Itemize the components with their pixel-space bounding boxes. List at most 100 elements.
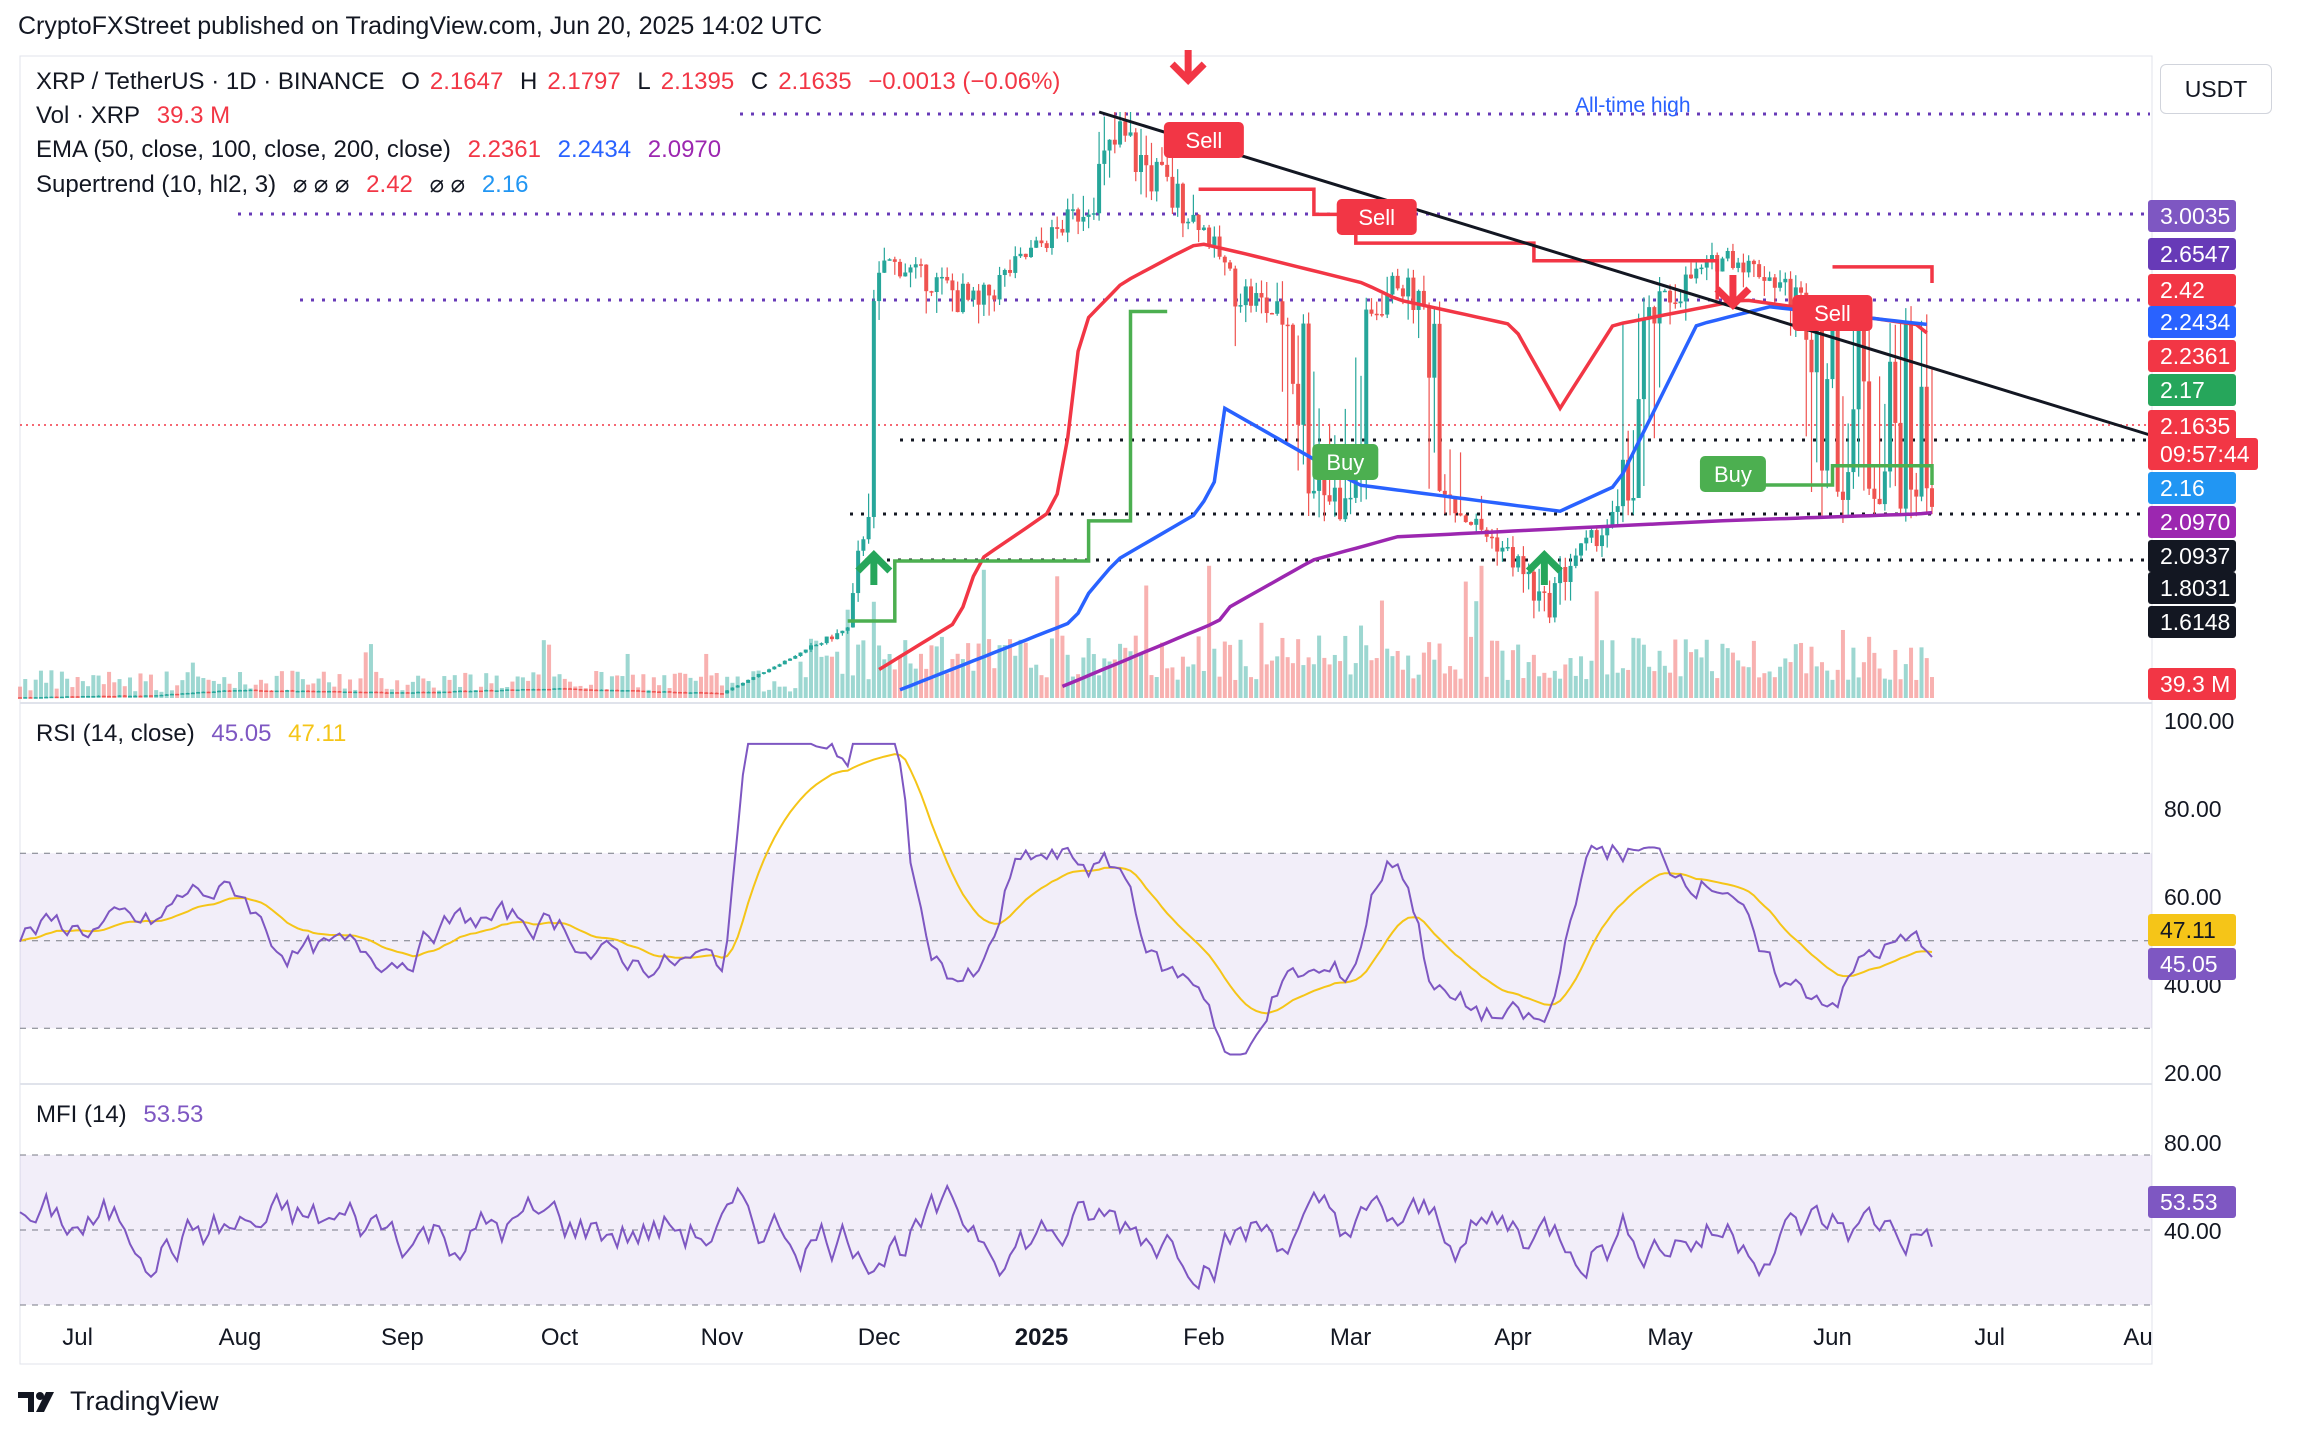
volume-bar bbox=[903, 640, 908, 698]
volume-bar bbox=[1416, 674, 1421, 698]
volume-bar bbox=[704, 653, 709, 698]
tradingview-logo[interactable]: TradingView bbox=[18, 1386, 219, 1417]
time-axis-label: 2025 bbox=[1014, 1324, 1069, 1351]
volume-bar bbox=[1510, 650, 1515, 698]
candle-body bbox=[59, 696, 64, 699]
mfi-label[interactable]: MFI (14) bbox=[36, 1101, 127, 1128]
volume-bar bbox=[180, 680, 185, 698]
volume-bar bbox=[929, 645, 934, 698]
candle-body bbox=[531, 689, 536, 691]
candle-body bbox=[1379, 314, 1384, 316]
volume-bar bbox=[588, 684, 593, 698]
time-axis-label: Jun bbox=[1813, 1324, 1852, 1351]
candle-body bbox=[190, 692, 195, 695]
candle-body bbox=[1505, 547, 1510, 549]
candle-body bbox=[1709, 255, 1714, 260]
candle-body bbox=[1725, 250, 1730, 259]
volume-bar bbox=[437, 690, 442, 698]
volume-bar bbox=[1133, 635, 1138, 698]
volume-bar bbox=[788, 691, 793, 698]
volume-bar bbox=[473, 689, 478, 698]
candle-body bbox=[1751, 260, 1756, 265]
volume-bar bbox=[1243, 666, 1248, 698]
volume-bar bbox=[1102, 658, 1107, 698]
candle-body bbox=[630, 690, 635, 692]
rsi-ma-value: 47.11 bbox=[288, 720, 347, 747]
buy-signal-text: Buy bbox=[1326, 450, 1364, 475]
symbol-name[interactable]: XRP / TetherUS · 1D · BINANCE bbox=[36, 68, 385, 95]
time-axis-label: Apr bbox=[1494, 1324, 1532, 1351]
volume-bar bbox=[662, 675, 667, 698]
candle-body bbox=[657, 691, 662, 693]
volume-bar bbox=[1641, 644, 1646, 698]
time-axis-label: Sep bbox=[381, 1324, 424, 1351]
volume-bar bbox=[86, 686, 91, 698]
publisher-header: CryptoFXStreet published on TradingView.… bbox=[18, 12, 823, 40]
candle-body bbox=[1269, 313, 1274, 315]
volume-bar bbox=[484, 673, 489, 698]
volume-bar bbox=[107, 671, 112, 698]
volume-bar bbox=[1673, 639, 1678, 698]
volume-bar bbox=[499, 687, 504, 698]
volume-bar bbox=[1296, 639, 1301, 698]
volume-bar bbox=[1196, 636, 1201, 698]
volume-bar bbox=[1861, 662, 1866, 698]
volume-bar bbox=[814, 640, 819, 698]
candle-body bbox=[1400, 288, 1405, 297]
candle-body bbox=[1704, 259, 1709, 268]
candle-body bbox=[856, 550, 861, 594]
candle-body bbox=[86, 695, 91, 698]
time-axis-label: Jul bbox=[1974, 1324, 2005, 1351]
volume-bar bbox=[1888, 679, 1893, 698]
candle-body bbox=[175, 693, 180, 696]
candle-body bbox=[478, 690, 483, 693]
rsi-label[interactable]: RSI (14, close) bbox=[36, 720, 195, 747]
volume-bar bbox=[201, 678, 206, 698]
candle-body bbox=[1678, 301, 1683, 304]
volume-bar bbox=[987, 639, 992, 698]
volume-bar bbox=[1730, 652, 1735, 698]
volume-bar bbox=[1903, 664, 1908, 698]
supertrend-label[interactable]: Supertrend (10, hl2, 3) bbox=[36, 171, 277, 198]
volume-label[interactable]: Vol · XRP bbox=[36, 102, 141, 129]
volume-bar bbox=[547, 644, 552, 698]
volume-bar bbox=[955, 653, 960, 698]
volume-bar bbox=[531, 672, 536, 698]
ema-label[interactable]: EMA (50, close, 100, close, 200, close) bbox=[36, 136, 451, 163]
candle-body bbox=[96, 695, 101, 698]
candle-body bbox=[1463, 515, 1468, 523]
candle-body bbox=[253, 689, 258, 692]
candle-body bbox=[363, 691, 368, 694]
volume-bar bbox=[1778, 666, 1783, 698]
candle-body bbox=[395, 692, 400, 694]
candle-body bbox=[473, 690, 478, 693]
volume-bar bbox=[1023, 642, 1028, 698]
mfi-value: 53.53 bbox=[143, 1101, 204, 1128]
candle-body bbox=[379, 691, 384, 694]
candle-body bbox=[75, 696, 80, 698]
volume-bar bbox=[1306, 657, 1311, 698]
mfi-line bbox=[19, 1183, 1933, 1291]
candle-body bbox=[1406, 277, 1411, 297]
candle-body bbox=[1599, 535, 1604, 547]
candle-body bbox=[211, 691, 216, 694]
candle-body bbox=[122, 695, 127, 697]
volume-bar bbox=[1799, 642, 1804, 698]
volume-bar bbox=[1201, 670, 1206, 698]
volume-bar bbox=[1254, 679, 1259, 698]
candle-body bbox=[107, 695, 112, 698]
close-value: 2.1635 bbox=[778, 68, 852, 95]
candle-body bbox=[1620, 459, 1625, 507]
candle-body bbox=[981, 284, 986, 305]
currency-unit-button[interactable]: USDT bbox=[2160, 64, 2272, 114]
candle-body bbox=[887, 259, 892, 261]
volume-bar bbox=[185, 672, 190, 698]
candle-body bbox=[1296, 383, 1301, 425]
candle-body bbox=[44, 696, 49, 699]
candle-body bbox=[1626, 459, 1631, 501]
candle-body bbox=[28, 697, 33, 699]
volume-bar bbox=[1008, 639, 1013, 698]
volume-bar bbox=[248, 688, 253, 698]
